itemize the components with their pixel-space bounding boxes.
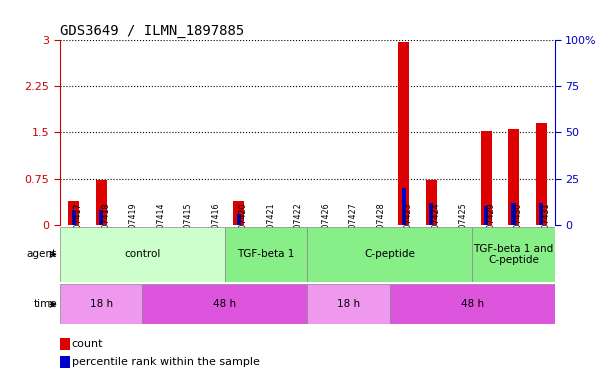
Text: GSM507428: GSM507428 [376,202,385,251]
Bar [99,210,103,225]
Text: count: count [71,339,103,349]
Text: time: time [33,299,57,310]
Text: GSM507420: GSM507420 [239,202,247,251]
Text: GSM507415: GSM507415 [184,202,192,251]
Text: GDS3649 / ILMN_1897885: GDS3649 / ILMN_1897885 [60,24,244,38]
Text: GSM507430: GSM507430 [514,202,522,251]
Bar [390,284,555,324]
Bar [307,227,472,282]
Text: GSM507414: GSM507414 [156,202,165,251]
Bar [401,188,406,225]
Text: TGF-beta 1 and
C-peptide: TGF-beta 1 and C-peptide [474,243,554,265]
Bar [236,214,241,225]
Bar [60,284,142,324]
Text: GSM507418: GSM507418 [101,202,110,251]
Bar [60,227,225,282]
Text: 48 h: 48 h [213,299,236,310]
Text: GSM507416: GSM507416 [211,202,220,251]
Bar [71,210,76,225]
Bar [398,41,409,225]
Text: GSM507429: GSM507429 [486,202,495,251]
Bar [307,284,390,324]
Text: GSM507427: GSM507427 [348,202,357,251]
Text: 18 h: 18 h [337,299,360,310]
Bar [142,284,307,324]
Text: GSM507421: GSM507421 [266,202,275,251]
Text: GSM507422: GSM507422 [294,202,302,251]
Text: GSM507425: GSM507425 [458,202,467,251]
Text: agent: agent [27,249,57,260]
Bar [508,129,519,225]
Text: 48 h: 48 h [461,299,484,310]
Text: GSM507417: GSM507417 [74,202,82,251]
Bar [429,202,433,225]
Text: percentile rank within the sample: percentile rank within the sample [71,357,260,367]
Bar [539,202,543,225]
Bar [95,180,107,225]
Text: 18 h: 18 h [90,299,112,310]
Bar [60,356,70,368]
Text: GSM507431: GSM507431 [541,202,550,251]
Text: GSM507424: GSM507424 [431,202,440,251]
Bar [68,201,79,225]
Text: control: control [124,249,161,260]
Bar [511,202,516,225]
Bar [484,206,488,225]
Text: GSM507426: GSM507426 [321,202,330,251]
Text: C-peptide: C-peptide [364,249,415,260]
Text: TGF-beta 1: TGF-beta 1 [238,249,295,260]
Bar [233,201,244,225]
Bar [426,180,436,225]
Bar [535,123,546,225]
Text: GSM507419: GSM507419 [128,202,137,251]
Bar [472,227,555,282]
Bar [225,227,307,282]
Bar [60,338,70,350]
Bar [481,131,492,225]
Text: GSM507423: GSM507423 [403,202,412,251]
